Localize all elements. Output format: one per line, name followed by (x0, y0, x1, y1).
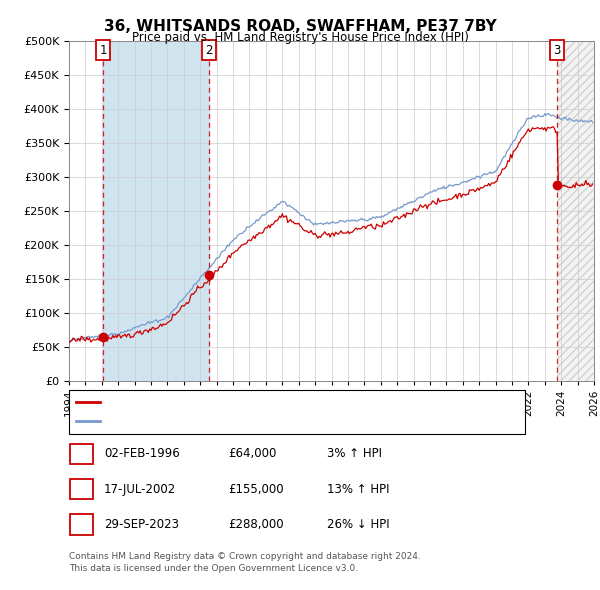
Bar (557, 41, 594, 381)
Text: 36, WHITSANDS ROAD, SWAFFHAM, PE37 7BY (detached house): 36, WHITSANDS ROAD, SWAFFHAM, PE37 7BY (… (106, 397, 439, 407)
Text: 3% ↑ HPI: 3% ↑ HPI (327, 447, 382, 460)
Text: £155,000: £155,000 (228, 483, 284, 496)
Text: 13% ↑ HPI: 13% ↑ HPI (327, 483, 389, 496)
Bar (557, 41, 594, 381)
Text: £288,000: £288,000 (228, 518, 284, 531)
Text: 2: 2 (78, 483, 85, 496)
Text: 36, WHITSANDS ROAD, SWAFFHAM, PE37 7BY: 36, WHITSANDS ROAD, SWAFFHAM, PE37 7BY (104, 19, 496, 34)
Text: 3: 3 (78, 518, 85, 531)
Text: £64,000: £64,000 (228, 447, 277, 460)
Text: 26% ↓ HPI: 26% ↓ HPI (327, 518, 389, 531)
Text: Price paid vs. HM Land Registry's House Price Index (HPI): Price paid vs. HM Land Registry's House … (131, 31, 469, 44)
Text: 3: 3 (553, 44, 561, 57)
Text: 2: 2 (205, 44, 213, 57)
Text: Contains HM Land Registry data © Crown copyright and database right 2024.
This d: Contains HM Land Registry data © Crown c… (69, 552, 421, 573)
Bar (557, 41, 594, 381)
Text: 1: 1 (100, 44, 107, 57)
Text: 02-FEB-1996: 02-FEB-1996 (104, 447, 179, 460)
Text: 29-SEP-2023: 29-SEP-2023 (104, 518, 179, 531)
Text: HPI: Average price, detached house, Breckland: HPI: Average price, detached house, Brec… (106, 417, 351, 427)
Text: 1: 1 (78, 447, 85, 460)
Bar (103, 41, 209, 381)
Text: 17-JUL-2002: 17-JUL-2002 (104, 483, 176, 496)
